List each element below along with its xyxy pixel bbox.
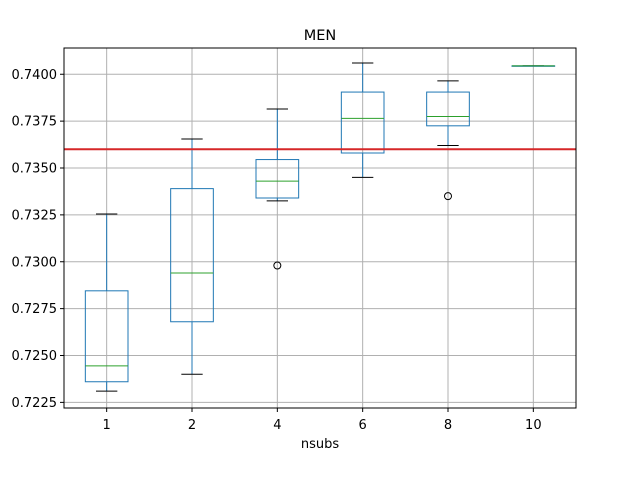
box-iqr xyxy=(170,188,214,323)
y-tick-label: 0.7225 xyxy=(12,396,58,411)
x-tick-label: 4 xyxy=(273,418,281,433)
box-group-1 xyxy=(84,213,129,392)
outlier-point xyxy=(444,192,452,201)
y-tick-label: 0.7300 xyxy=(12,255,58,270)
box-group-4 xyxy=(255,108,300,270)
y-tick-label: 0.7350 xyxy=(12,162,58,177)
x-tick-label: 1 xyxy=(103,418,111,433)
x-tick-label: 10 xyxy=(525,418,542,433)
y-tick-label: 0.7275 xyxy=(12,302,58,317)
box-group-6 xyxy=(340,62,385,178)
chart-title: MEN xyxy=(304,28,337,44)
x-tick-label: 2 xyxy=(188,418,196,433)
box-iqr xyxy=(84,290,129,383)
x-tick-label: 8 xyxy=(444,418,452,433)
grid-layer xyxy=(64,48,576,408)
box-group-2 xyxy=(170,138,214,375)
box-iqr xyxy=(426,91,470,127)
y-tick-label: 0.7325 xyxy=(12,208,58,223)
x-tick-label: 6 xyxy=(359,418,367,433)
y-tick-label: 0.7400 xyxy=(12,68,58,83)
outlier-point xyxy=(273,261,282,270)
box-group-10 xyxy=(511,65,556,67)
plot-frame xyxy=(63,47,577,409)
x-axis: 1 2 4 6 8 10 xyxy=(103,408,542,433)
box-iqr xyxy=(255,159,300,199)
y-axis: 0.7225 0.7250 0.7275 0.7300 0.7325 0.7350 0.73… xyxy=(12,68,64,411)
y-tick-label: 0.7375 xyxy=(12,115,58,130)
box-iqr xyxy=(340,91,385,154)
y-tick-label: 0.7250 xyxy=(12,349,58,364)
box-layer xyxy=(84,62,556,392)
x-axis-label: nsubs xyxy=(301,437,340,452)
box-group-8 xyxy=(426,80,470,201)
